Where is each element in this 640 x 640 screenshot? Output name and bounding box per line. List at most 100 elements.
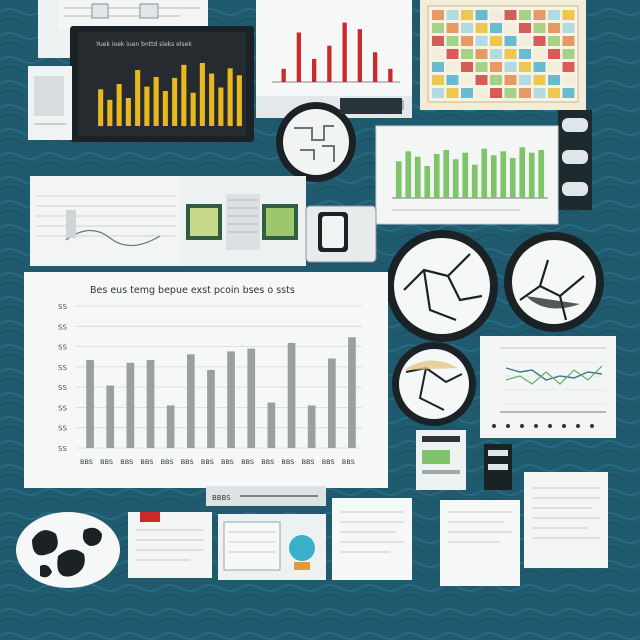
round-maze-device (276, 98, 402, 182)
red-bar-4 (327, 45, 332, 82)
grid-cell (446, 75, 459, 85)
grid-cell (562, 23, 575, 33)
grid-cell (475, 88, 488, 98)
gold-bar-12 (199, 63, 205, 126)
grid-cell (432, 62, 444, 72)
red-bar-8 (388, 68, 393, 82)
green-bar-5 (433, 154, 440, 198)
gold-bar-6 (144, 86, 150, 126)
green-bars (395, 147, 545, 198)
grid-cell (504, 23, 517, 33)
green-bar-8 (462, 152, 469, 198)
grid-cell (504, 75, 517, 85)
big-chart-x-ticks: BBS BBS BBS BBS BBS BBS BBS BBS BBS BBS BBS BBS BBS B… (80, 458, 355, 466)
grid-cells (432, 10, 575, 98)
grid-cell (446, 49, 459, 59)
green-bar-3 (414, 156, 421, 198)
big-x-tick: BBS (161, 458, 174, 466)
green-bar-15 (528, 152, 535, 198)
big-x-tick: BBS (241, 458, 254, 466)
big-chart-y-ticks: SS SS SS SS SS SS SS SS (58, 303, 67, 453)
big-bar-3 (126, 362, 135, 448)
grid-cell (461, 75, 473, 85)
grid-cell (533, 36, 546, 46)
big-bar-8 (227, 351, 235, 448)
big-x-tick: BBS (302, 458, 315, 466)
big-chart-bars (86, 337, 356, 448)
gold-chart-header: Yuek ioek iuen bnttd sleks elsek (95, 41, 192, 48)
big-x-tick: BBS (140, 458, 153, 466)
green-bar-11 (490, 155, 497, 198)
green-bar-9 (471, 164, 478, 198)
grid-cell (533, 75, 546, 85)
grid-cell (490, 23, 502, 33)
gold-bar-16 (236, 75, 242, 127)
gold-bar-15 (227, 68, 233, 127)
red-bar-5 (342, 22, 347, 83)
gold-bar-8 (162, 91, 168, 126)
big-bar-11 (287, 342, 296, 448)
grid-cell (562, 62, 575, 72)
big-bar-13 (328, 358, 336, 448)
grid-cell (504, 10, 517, 20)
green-bar-14 (519, 147, 526, 198)
red-bar-7 (373, 52, 378, 82)
grid-cell (461, 36, 473, 46)
red-bar-6 (357, 29, 362, 82)
big-y-tick: SS (58, 445, 67, 453)
big-bar-5 (166, 405, 175, 448)
big-bar-1 (86, 360, 94, 448)
big-x-tick: BBS (221, 458, 234, 466)
gold-bar-5 (135, 70, 141, 126)
grid-cell (432, 88, 444, 98)
grid-cell (446, 88, 459, 98)
green-bar-12 (500, 151, 507, 198)
grid-cell (548, 75, 560, 85)
grid-cell (446, 10, 459, 20)
big-bar-14 (348, 337, 356, 448)
green-bar-6 (443, 150, 450, 198)
grid-cell (504, 36, 517, 46)
grid-cell (519, 10, 531, 20)
grid-cell (461, 62, 473, 72)
big-bar-12 (307, 405, 316, 448)
grid-cell (548, 49, 560, 59)
grid-cell (475, 75, 488, 85)
grid-cell (548, 10, 560, 20)
big-y-tick: SS (58, 364, 67, 372)
grid-cell (533, 62, 546, 72)
grid-cell (519, 23, 531, 33)
round-dials (386, 230, 604, 426)
grid-cell (562, 10, 575, 20)
green-bar-1 (395, 161, 402, 198)
big-y-tick: SS (58, 323, 67, 331)
grid-cell (533, 23, 546, 33)
gold-chart-tablet: Yuek ioek iuen bnttd sleks elsek (70, 26, 254, 142)
grid-cell (519, 88, 531, 98)
left-side-sheets (28, 66, 72, 140)
big-chart-grid (76, 305, 362, 449)
red-bar-2 (296, 32, 301, 82)
grid-cell (490, 75, 502, 85)
big-y-tick: SS (58, 425, 67, 433)
grid-cell (548, 23, 560, 33)
right-edge-slats (558, 110, 592, 210)
grid-cell (519, 49, 531, 59)
gold-bar-3 (116, 84, 122, 126)
big-x-tick: BBS (261, 458, 274, 466)
grid-cell (446, 36, 459, 46)
grid-cell (490, 49, 502, 59)
grid-cell (562, 88, 575, 98)
grid-cell (490, 36, 502, 46)
grid-cell (432, 75, 444, 85)
grid-cell (519, 75, 531, 85)
grid-cell (548, 62, 560, 72)
big-bar-4 (146, 360, 155, 448)
green-bar-7 (452, 159, 459, 198)
grid-cell (519, 36, 531, 46)
gold-bar-1 (98, 89, 104, 127)
gold-bar-10 (181, 64, 187, 127)
big-x-tick: BBS (342, 458, 355, 466)
green-bar-10 (481, 148, 488, 198)
